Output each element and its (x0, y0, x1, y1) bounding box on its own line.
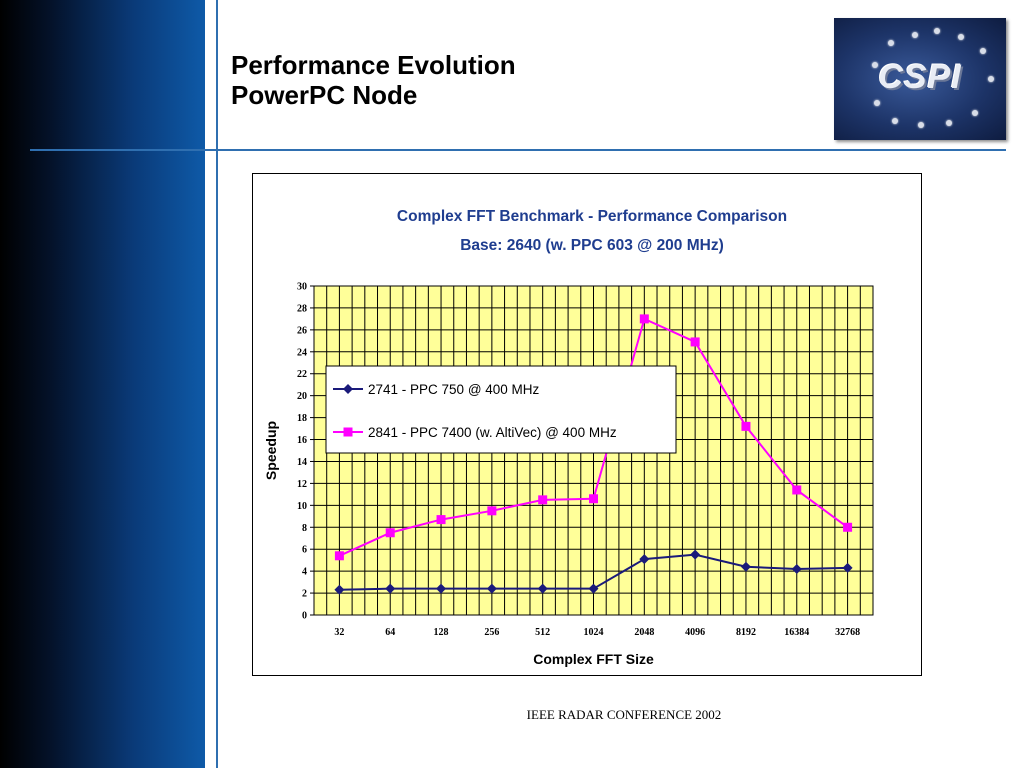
footer-text: IEEE RADAR CONFERENCE 2002 (526, 707, 722, 722)
y-tick-label: 2 (302, 589, 307, 600)
chart-title: Complex FFT Benchmark - Performance Comp… (397, 208, 787, 225)
y-axis-label: Speedup (263, 421, 279, 480)
sidebar-gradient (0, 0, 205, 768)
y-tick-label: 10 (297, 501, 307, 512)
series2-point (741, 421, 751, 431)
x-tick-label: 32768 (835, 627, 860, 638)
y-tick-label: 14 (297, 457, 307, 468)
series1-point (842, 562, 853, 573)
y-tick-label: 12 (297, 479, 307, 490)
legend-marker-1 (343, 384, 353, 394)
x-tick-label: 256 (484, 627, 499, 638)
series2-point (487, 506, 497, 516)
header-divider (30, 149, 1006, 151)
slide-title-line2: PowerPC Node (231, 80, 418, 110)
series1-point (436, 583, 447, 594)
legend-box (325, 365, 677, 454)
chart-legend: 2741 - PPC 750 @ 400 MHz 2841 - PPC 7400 … (325, 365, 677, 454)
series1-point (334, 584, 345, 595)
y-tick-label: 4 (302, 567, 307, 578)
fft-speedup-chart: Complex FFT Benchmark - Performance Comp… (263, 208, 874, 667)
x-tick-label: 64 (385, 627, 395, 638)
series1-point (537, 583, 548, 594)
y-tick-label: 22 (297, 369, 307, 380)
x-tick-label: 1024 (584, 627, 604, 638)
x-tick-label: 16384 (784, 627, 809, 638)
y-tick-label: 8 (302, 523, 307, 534)
series1-point (690, 549, 701, 560)
chart-subtitle: Base: 2640 (w. PPC 603 @ 200 MHz) (460, 237, 724, 254)
y-tick-label: 16 (297, 435, 307, 446)
series2-point (589, 494, 598, 504)
series2-point (385, 528, 395, 538)
series1-point (486, 583, 497, 594)
vertical-divider (216, 0, 218, 768)
series2-point (792, 485, 802, 495)
x-tick-label: 2048 (634, 627, 654, 638)
x-axis-label: Complex FFT Size (533, 651, 654, 667)
y-tick-label: 20 (297, 391, 307, 402)
series2-point (690, 337, 700, 347)
slide-title-line1: Performance Evolution (231, 50, 516, 80)
x-tick-label: 4096 (685, 627, 705, 638)
x-tick-label: 8192 (736, 627, 756, 638)
series1-point (385, 583, 396, 594)
series1-point (791, 563, 802, 574)
series2-point (334, 551, 344, 561)
slide-title: Performance Evolution PowerPC Node (231, 50, 516, 110)
legend-label-1: 2741 - PPC 750 @ 400 MHz (368, 382, 540, 397)
x-tick-label: 32 (334, 627, 344, 638)
y-tick-label: 0 (302, 611, 307, 622)
series2-point (639, 314, 649, 324)
logo-text: CSPI (878, 58, 962, 96)
y-tick-label: 24 (297, 347, 307, 358)
y-tick-label: 6 (302, 545, 307, 556)
y-tick-label: 26 (297, 325, 307, 336)
cspi-logo: CSPI (834, 18, 1006, 140)
series2-point (436, 515, 446, 525)
y-tick-label: 18 (297, 413, 307, 424)
series1-point (639, 554, 650, 565)
series1-point (588, 583, 599, 594)
x-tick-label: 512 (535, 627, 550, 638)
y-tick-label: 28 (297, 303, 307, 314)
y-tick-label: 30 (297, 282, 307, 293)
legend-marker-2 (343, 427, 353, 437)
series1-point (740, 561, 751, 572)
series2-point (843, 522, 853, 532)
legend-label-2: 2841 - PPC 7400 (w. AltiVec) @ 400 MHz (368, 425, 617, 440)
x-tick-label: 128 (434, 627, 449, 638)
series2-point (538, 495, 548, 505)
